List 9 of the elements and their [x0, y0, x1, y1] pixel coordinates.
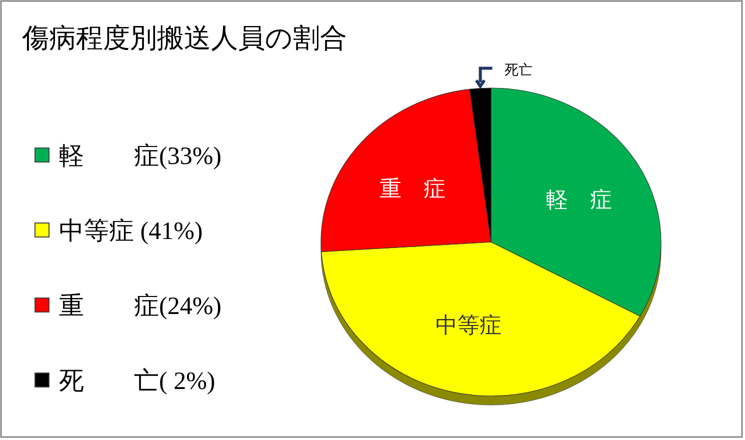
- legend-label: 中等症 (41%): [59, 218, 203, 245]
- text: 重 症: [379, 176, 446, 202]
- chart-title: 傷病程度別搬送人員の割合: [21, 23, 347, 53]
- legend-label: 重 症(24%): [59, 293, 222, 320]
- text: 死亡: [504, 61, 532, 78]
- text: 中等症: [436, 312, 502, 338]
- legend-label: 死 亡( 2%): [59, 367, 216, 395]
- legend-label: 軽 症(33%): [59, 143, 222, 170]
- text: 軽 症: [546, 186, 612, 212]
